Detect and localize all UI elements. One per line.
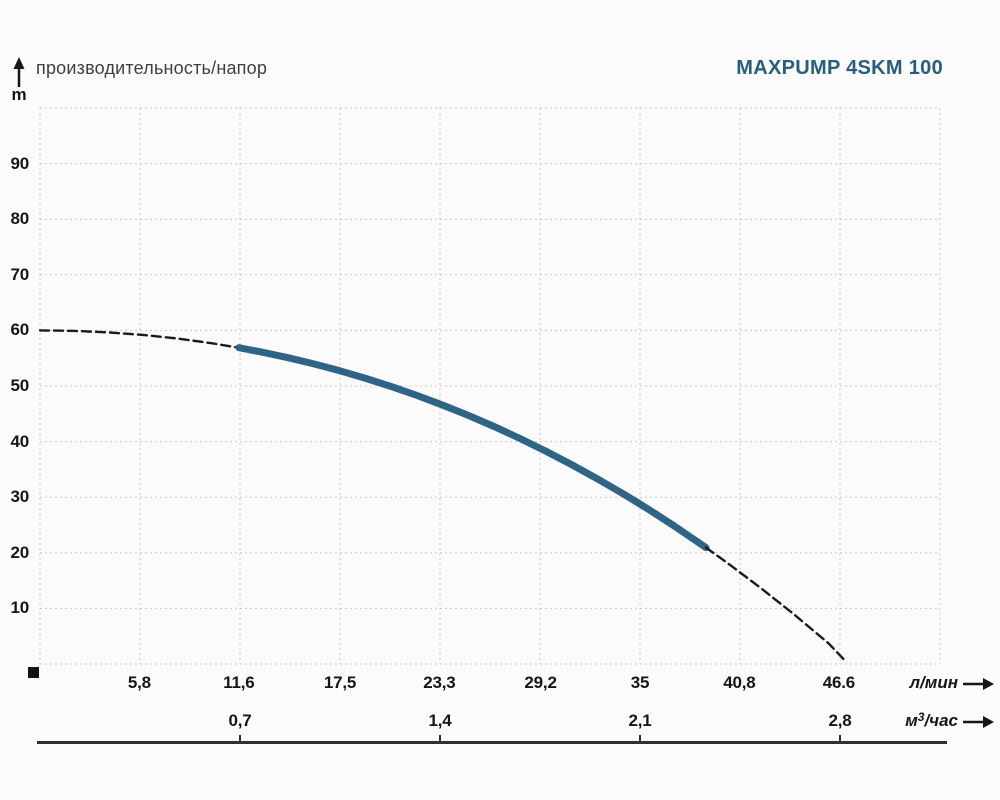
x-primary-tick-label: 5,8 [127, 673, 151, 692]
y-tick-label: 50 [10, 376, 29, 395]
x-primary-tick-label: 23,3 [423, 673, 456, 692]
head-curve-dashed-left [38, 329, 241, 349]
head-curve-dashed-right [704, 546, 846, 661]
x-primary-tick-label: 17,5 [323, 673, 357, 692]
y-tick-label: 90 [10, 153, 29, 173]
x-primary-tick-label: 29,2 [524, 673, 557, 692]
x-primary-tick-label: 40,8 [723, 673, 756, 692]
unit-m3h-base: м [905, 711, 918, 730]
x-primary-tick-label: 46.6 [822, 673, 855, 692]
x-secondary-tick-label: 2,1 [628, 711, 652, 730]
unit-m3h-sup: 3 [917, 710, 925, 724]
y-axis-up-arrow-head [13, 57, 25, 69]
y-tick-label: 80 [10, 209, 29, 229]
y-tick-label: 20 [10, 542, 29, 562]
x-axis-secondary-unit-label: м3/час [870, 711, 958, 731]
chart-subtitle: производительность/напор [36, 58, 268, 78]
x-axis-primary-unit-label: л/мин [909, 673, 958, 692]
x-primary-tick-label: 35 [630, 673, 650, 692]
x-secondary-tick-label: 0,7 [228, 711, 252, 730]
x-axis-secondary-arrow-head [983, 716, 994, 728]
y-tick-label: 30 [10, 487, 29, 507]
x-secondary-tick-label: 2,8 [828, 711, 852, 730]
y-tick-label: 10 [10, 598, 29, 618]
origin-square-marker [28, 667, 39, 678]
pump-model-title: MAXPUMP 4SKM 100 [736, 57, 943, 79]
unit-m3h-rest: /час [924, 711, 958, 730]
x-axis-primary-arrow-head [983, 678, 994, 690]
y-tick-label: 70 [10, 264, 29, 284]
x-primary-tick-label: 11,6 [223, 673, 255, 692]
y-axis-unit-label: m [11, 85, 27, 104]
head-curve-solid [235, 344, 710, 552]
y-tick-label: 40 [10, 431, 29, 451]
y-tick-label: 60 [10, 320, 29, 340]
x-secondary-tick-label: 1,4 [428, 711, 452, 730]
